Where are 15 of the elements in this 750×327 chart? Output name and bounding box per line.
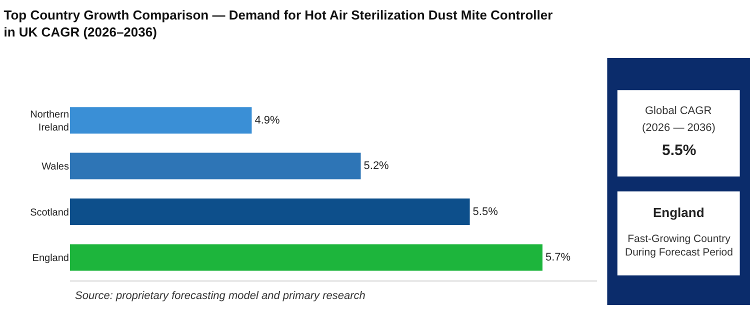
source-note: Source: proprietary forecasting model and primary research: [75, 290, 366, 302]
data-label: 4.9%: [254, 114, 280, 126]
text: England: [653, 205, 704, 220]
data-label: 5.2%: [364, 160, 390, 172]
data-label: 5.7%: [545, 251, 571, 264]
y-tick-label: Wales: [42, 162, 69, 173]
y-tick-label: England: [32, 252, 69, 264]
y-tick-label: Scotland: [30, 207, 69, 218]
y-tick-label: Northern Ireland: [30, 109, 69, 134]
text: Global CAGR: [645, 105, 712, 117]
text: 5.5%: [662, 142, 696, 159]
text: Fast-Growing Country During Forecast Period: [625, 233, 734, 259]
data-label: 5.5%: [472, 206, 498, 218]
chart-title: Top Country Growth Comparison — Demand for Hot Air Sterilization Dust Mite Controller in UK CAGR (2026–2036): [4, 8, 553, 40]
text: (2026 — 2036): [642, 122, 716, 134]
